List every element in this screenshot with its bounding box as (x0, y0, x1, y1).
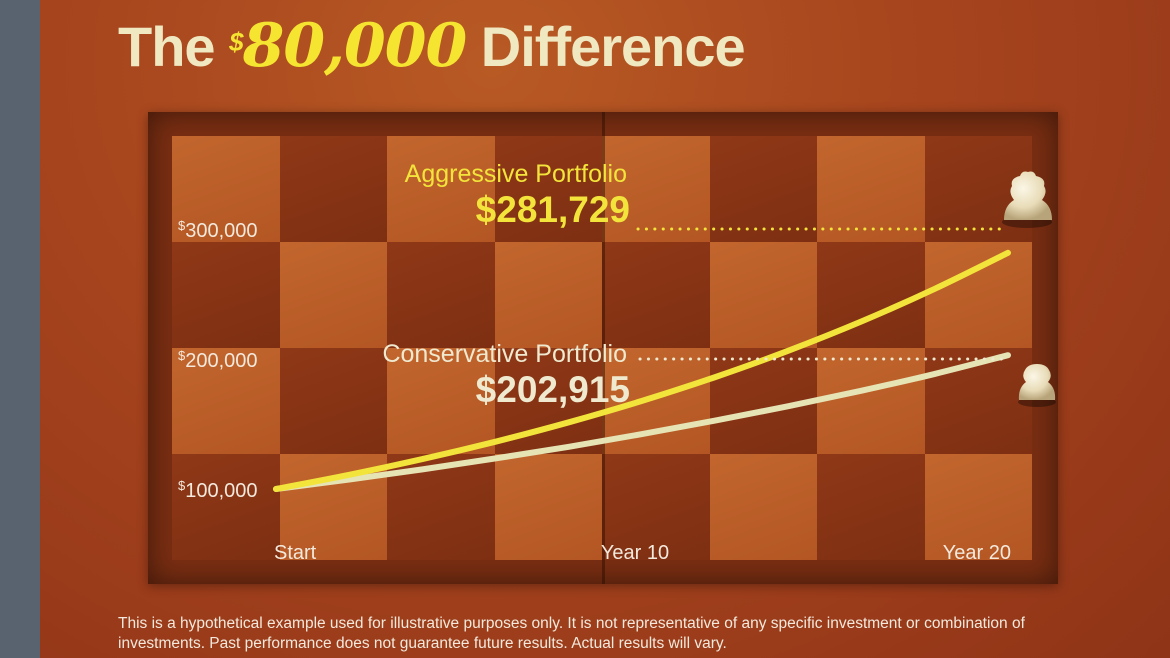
aggressive-chess-piece-icon (1002, 171, 1052, 228)
disclaimer-text: This is a hypothetical example used for … (118, 615, 1025, 652)
title-prefix: The (118, 15, 216, 78)
conservative-chess-piece-icon (1018, 364, 1056, 407)
board-square (817, 454, 925, 560)
slide-title: The $80,000 Difference (118, 6, 746, 86)
y-tick-symbol: $ (178, 478, 186, 493)
board-square (279, 136, 387, 242)
board-square (817, 348, 925, 454)
y-tick-symbol: $ (178, 218, 186, 233)
board-square (817, 136, 925, 242)
conservative-series-line (273, 352, 1011, 492)
board-square (172, 348, 280, 454)
y-tick-label: $300,000 (178, 218, 258, 242)
board-square (709, 454, 817, 560)
board-square (172, 136, 280, 242)
board-square (602, 242, 710, 348)
y-tick-value: 300,000 (185, 220, 257, 242)
aggressive-series-line (273, 249, 1011, 492)
y-tick-symbol: $ (178, 348, 186, 363)
board-square (387, 348, 495, 454)
x-tick-label: Year 20 (943, 542, 1011, 564)
board-square (172, 454, 280, 560)
board-square (602, 136, 710, 242)
slide: The $80,000 Difference $100,000 $200,000 $… (40, 0, 1170, 658)
conservative-series-value: $202,915 (476, 369, 630, 410)
growth-chart: $100,000$200,000$300,000 Start Year 10 Yea… (178, 160, 1056, 564)
title-currency-symbol: $ (229, 27, 244, 57)
series-callouts: Aggressive Portfolio$281,729 Conservative… (382, 160, 1008, 410)
conservative-series-name: Conservative Portfolio (382, 340, 627, 368)
board-square (924, 454, 1032, 560)
board-square (602, 454, 710, 560)
board-square (494, 454, 602, 560)
x-tick-label: Start (274, 542, 317, 564)
y-tick-label: $200,000 (178, 348, 258, 372)
board-square (494, 242, 602, 348)
y-tick-value: 100,000 (185, 480, 257, 502)
series-lines (273, 249, 1011, 492)
board-square (924, 242, 1032, 348)
board-square (709, 242, 817, 348)
y-axis-ticks: $100,000$200,000$300,000 (178, 218, 258, 502)
title-amount: 80,000 (242, 11, 468, 81)
board-square (387, 242, 495, 348)
board-square (279, 242, 387, 348)
board-square (709, 136, 817, 242)
board-square (172, 242, 280, 348)
board-square (279, 348, 387, 454)
board-hinge (602, 112, 605, 584)
x-axis-ticks: Start Year 10 Year 20 (274, 542, 1011, 564)
sidebar-strip (0, 0, 40, 658)
x-tick-label: Year 10 (601, 542, 669, 564)
y-tick-label: $100,000 (178, 478, 258, 502)
board-square (494, 136, 602, 242)
board-square (387, 136, 495, 242)
title-suffix: Difference (480, 15, 746, 78)
aggressive-series-name: Aggressive Portfolio (405, 160, 627, 188)
y-tick-value: 200,000 (185, 350, 257, 372)
aggressive-series-value: $281,729 (476, 189, 630, 230)
